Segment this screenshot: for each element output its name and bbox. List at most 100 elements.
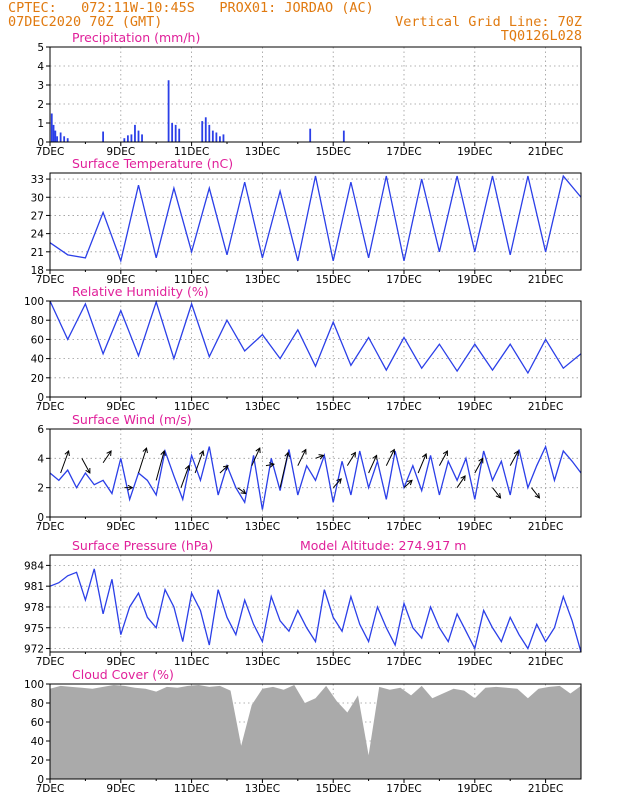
series-line [49,444,582,510]
panel-frame [49,428,582,518]
y-tick-label: 40 [31,736,44,748]
precip-bar [171,123,174,142]
wind-arrow-shaft [346,452,356,466]
x-tick-label: 7DEC [36,656,65,668]
x-tick-label: 13DEC [245,521,280,533]
y-tick-label: 100 [24,296,44,308]
y-tick-label: 20 [31,755,44,767]
series-line [49,568,582,653]
wind-arrow [509,450,519,466]
precip-bar [201,121,204,142]
wind-arrow-head [284,451,290,458]
wind-arrow-head [407,479,413,486]
x-tick-label: 11DEC [174,521,209,533]
y-tick-label: 30 [31,192,44,204]
y-tick-label: 27 [31,210,44,222]
panel-3: 0 2 4 6 7DEC 9DEC 11DEC 13DEC 15DEC 17DEC 19DEC 21D… [36,412,582,533]
y-tick-label: 20 [31,373,44,385]
panel-frame [49,172,582,271]
panel-title: Surface Pressure (hPa) [72,538,213,553]
wind-arrow-head [184,464,191,471]
x-tick-label: 7DEC [36,783,65,795]
x-tick-label: 21DEC [528,274,563,286]
precip-bar [52,124,55,142]
wind-arrow-head [255,447,261,454]
precip-bar [134,124,136,142]
wind-arrow-head [85,467,91,474]
x-tick-label: 7DEC [36,521,65,533]
y-tick-label: 60 [31,717,44,729]
panel-5: 0 20 40 60 80 100 7DEC 9DEC 11DEC 13DEC 15DEC 17DEC… [24,667,582,795]
wind-arrow-shaft [251,447,261,466]
wind-arrow-head [160,449,166,456]
x-tick-label: 11DEC [174,783,209,795]
wind-arrow-head [389,448,395,455]
x-tick-label: 9DEC [106,401,135,413]
wind-arrow-shaft [531,487,540,499]
x-tick-label: 21DEC [528,783,563,795]
header-line2-left: 07DEC2020 70Z (GMT) [8,14,163,30]
x-tick-label: 15DEC [315,274,350,286]
x-tick-label: 17DEC [386,783,421,795]
wind-arrow [474,457,484,474]
y-tick-label: 80 [31,698,44,710]
panel-title: Relative Humidity (%) [72,284,209,299]
wind-arrow-head [142,447,148,454]
wind-arrow-head [269,462,275,468]
x-tick-label: 19DEC [457,521,492,533]
precip-bar [174,124,177,142]
precip-bar [130,134,133,142]
x-tick-label: 19DEC [457,401,492,413]
wind-arrow [315,454,325,460]
panel-frame [49,300,582,398]
y-tick-label: 18 [31,265,44,277]
wind-arrow [219,464,229,474]
wind-arrow [279,451,290,488]
wind-arrow-shaft [368,455,378,474]
precip-bar [141,134,143,142]
wind-arrow [368,454,378,474]
precip-bar [66,138,69,142]
x-tick-label: 11DEC [174,274,209,286]
panel-title: Surface Temperature (nC) [72,156,233,171]
panel-1: 18 21 24 27 30 33 7DEC 9DEC 11DEC 13DEC 15DEC 17DEC… [31,156,582,286]
precip-bar [54,130,57,142]
series-line [49,299,582,375]
wind-arrow-shaft [385,449,395,466]
wind-arrow-shaft [60,450,70,474]
x-tick-label: 21DEC [528,521,563,533]
wind-arrow [138,447,148,474]
y-tick-label: 80 [31,315,44,327]
precip-bar [126,135,129,142]
y-tick-label: 978 [24,602,44,614]
series-line [49,174,582,264]
wind-arrow-head [372,454,378,461]
x-tick-label: 13DEC [245,401,280,413]
x-tick-label: 21DEC [528,146,563,158]
wind-arrow [102,450,112,464]
wind-arrow-head [534,492,541,499]
wind-arrow [417,452,428,474]
wind-arrow [385,448,395,466]
precip-bar [219,136,221,142]
wind-arrow-head [106,450,112,457]
x-tick-label: 7DEC [36,274,65,286]
panel-subtitle: Model Altitude: 274.917 m [300,538,466,553]
wind-arrow-head [199,450,205,457]
y-tick-label: 3 [37,80,44,92]
wind-arrow [438,450,448,466]
x-tick-label: 7DEC [36,146,65,158]
y-tick-label: 6 [37,424,44,436]
panel-title: Precipitation (mm/h) [72,30,200,45]
wind-arrow [124,484,134,491]
x-tick-label: 15DEC [315,146,350,158]
wind-arrow-head [301,448,307,455]
wind-arrow-head [127,484,134,491]
x-tick-label: 13DEC [245,783,280,795]
panel-frame [49,554,582,653]
x-tick-label: 13DEC [245,274,280,286]
panel-0: 0 1 2 3 4 5 7DEC 9DEC 11DEC 13DEC 15DEC 17DEC 19DEC 2… [36,30,582,158]
y-tick-label: 2 [37,483,44,495]
x-tick-label: 11DEC [174,656,209,668]
wind-arrow-shaft [194,450,204,474]
